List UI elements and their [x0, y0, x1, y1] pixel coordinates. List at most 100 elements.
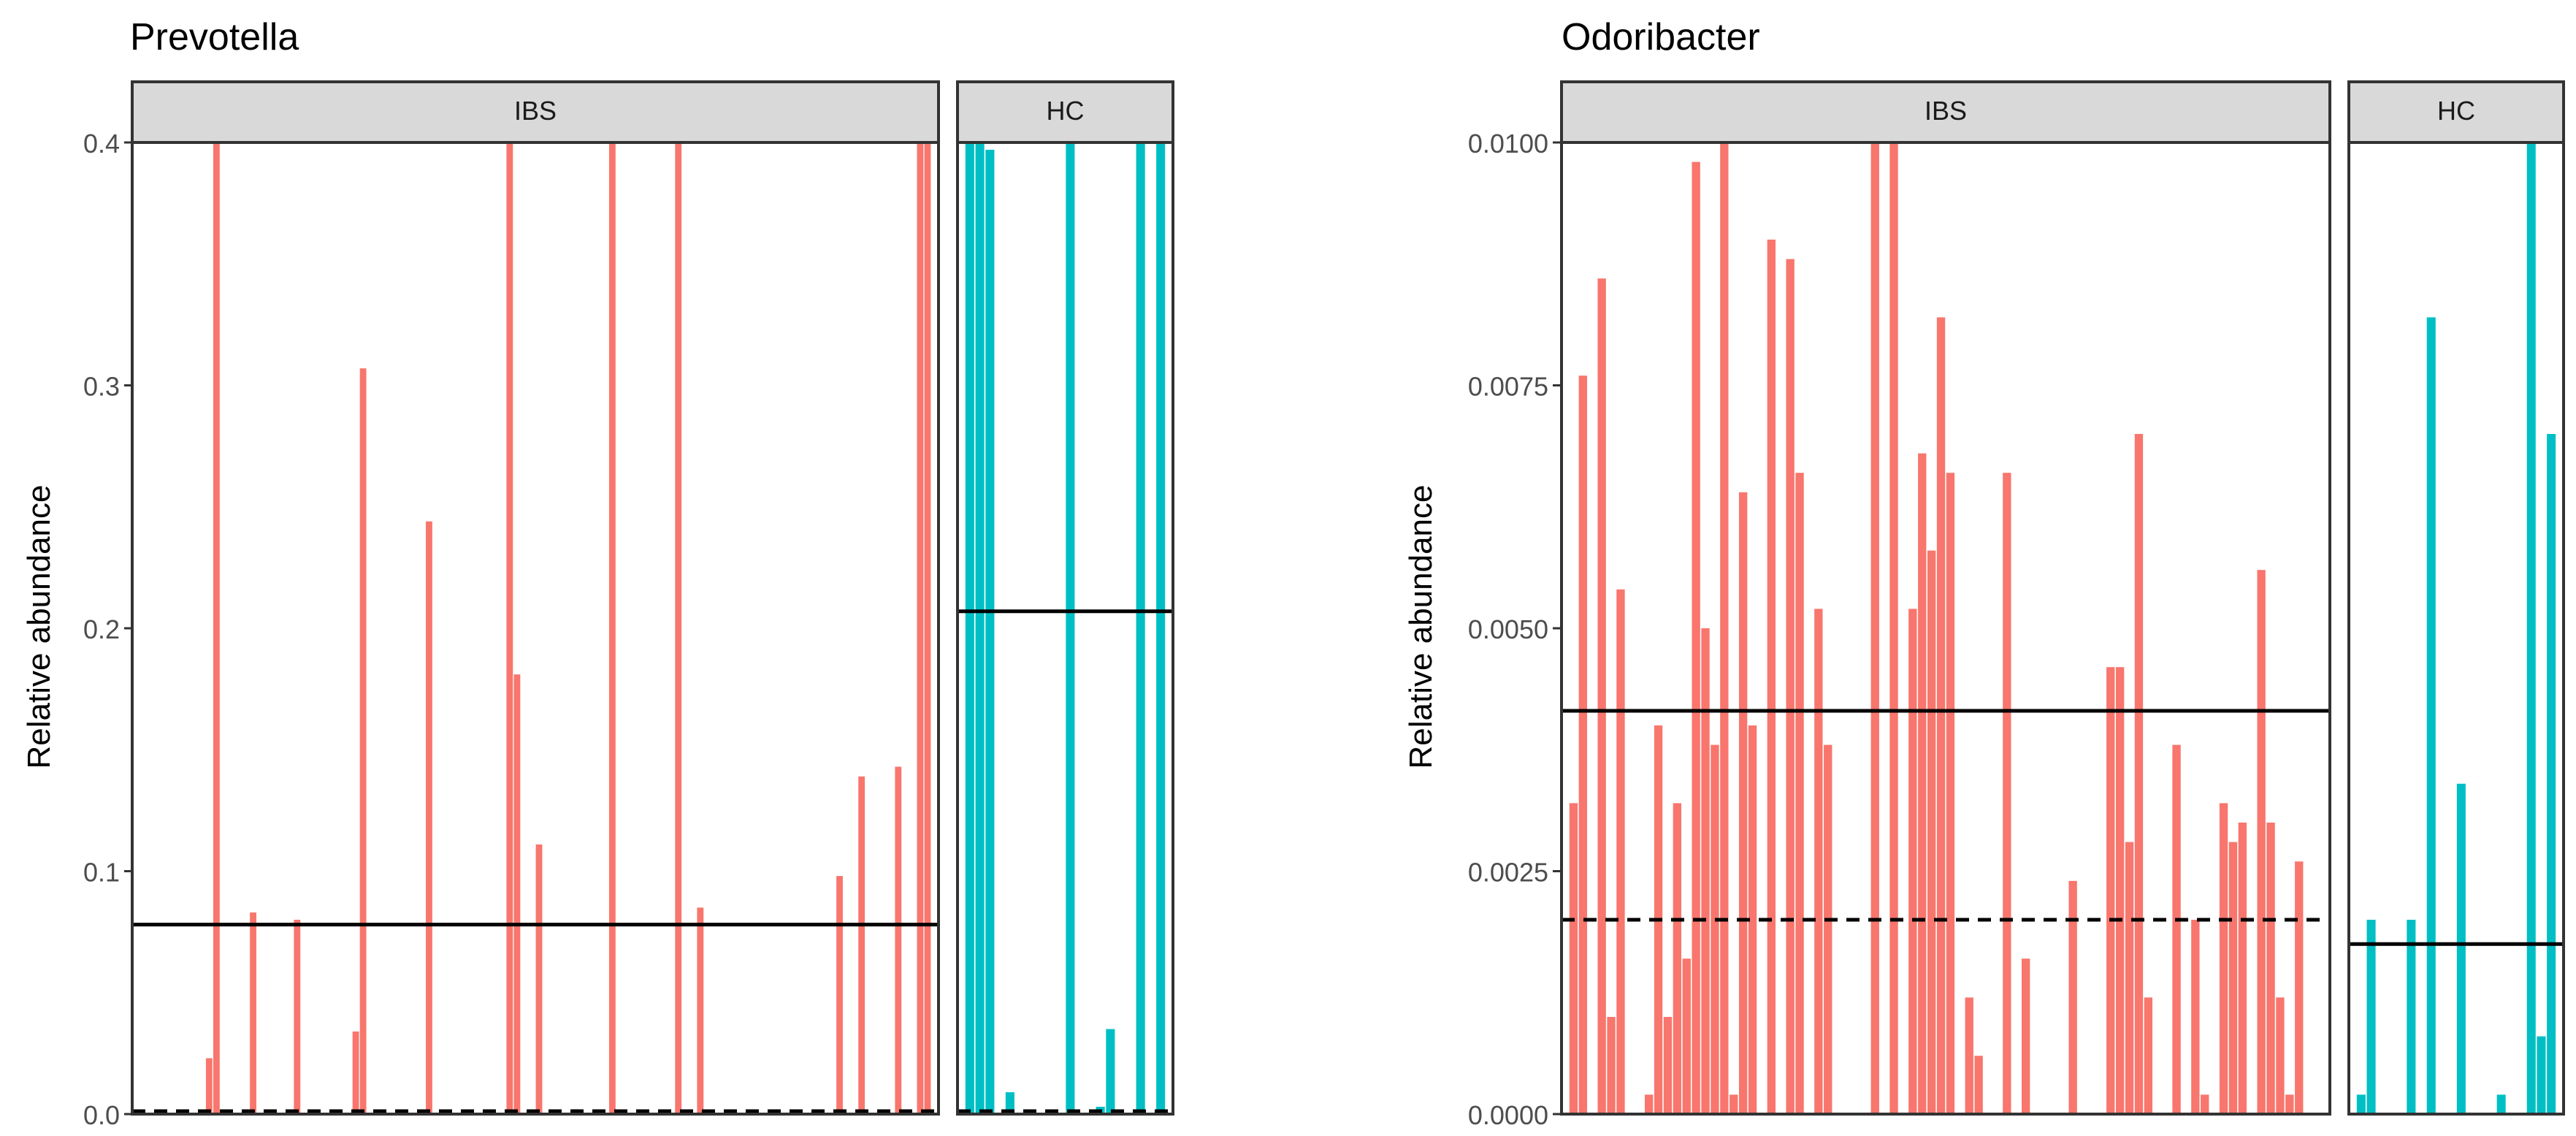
bar [675, 142, 682, 1114]
bar [858, 776, 865, 1114]
bar [1870, 142, 1879, 1114]
bar [985, 149, 995, 1115]
facet-panel-ibs: IBS [1560, 80, 2331, 1116]
bar [1965, 997, 1973, 1114]
panel-border [1560, 141, 2331, 1116]
y-tick-label: 0.0 [83, 1100, 120, 1130]
bar [1701, 628, 1710, 1114]
y-tick-label: 0.0025 [1468, 858, 1548, 888]
bar [1730, 1094, 1738, 1114]
bar [294, 920, 301, 1114]
bar [2144, 997, 2153, 1114]
y-axis-label: Relative abundance [21, 485, 57, 769]
bar [2238, 823, 2247, 1114]
bar-group [1569, 142, 2304, 1115]
y-ticks: 0.0000 0.0025 0.0050 0.0075 0.0100 [1468, 129, 1560, 1130]
bar [2426, 317, 2436, 1114]
bar [2201, 1094, 2209, 1114]
bar [2496, 1094, 2506, 1114]
bar [1663, 1017, 1673, 1114]
bar [506, 142, 513, 1114]
bar [1005, 1092, 1014, 1114]
reference-lines [1562, 709, 2330, 922]
bar [608, 142, 616, 1114]
y-tick-label: 0.0050 [1468, 614, 1548, 644]
bar [1607, 1017, 1616, 1114]
bar [2021, 958, 2030, 1114]
bar [1066, 142, 1075, 1114]
bar [213, 142, 220, 1114]
bar [205, 1058, 213, 1114]
bar [1720, 142, 1729, 1114]
facet-strip [2347, 80, 2565, 144]
y-tick-label: 0.0000 [1468, 1100, 1548, 1130]
bar [2266, 823, 2275, 1114]
bar [2276, 997, 2285, 1114]
bar [2407, 920, 2416, 1114]
bar [1597, 278, 1606, 1115]
bar [836, 876, 843, 1114]
y-axis-label: Relative abundance [1403, 485, 1439, 769]
facet-panel-hc: HC [2347, 80, 2565, 1116]
bar [1767, 240, 1776, 1114]
bar [2228, 842, 2238, 1114]
bar-group [205, 142, 931, 1115]
bar [917, 142, 924, 1114]
y-tick-label: 0.1 [83, 858, 120, 888]
panel-border [131, 141, 940, 1116]
bar [2003, 473, 2011, 1114]
y-tick-label: 0.4 [83, 129, 120, 159]
bar [1569, 803, 1578, 1114]
bar [1156, 142, 1166, 1114]
bar [1748, 725, 1757, 1114]
bar [1692, 161, 1700, 1115]
bar [2547, 434, 2556, 1114]
facet-strip-label: HC [2437, 96, 2475, 126]
bar [2285, 1094, 2294, 1114]
bar [1644, 1094, 1654, 1114]
bar [535, 844, 543, 1114]
bar [1106, 1029, 1115, 1114]
bar [895, 766, 902, 1114]
y-tick-label: 0.3 [83, 372, 120, 402]
facet-strip [1560, 80, 2331, 144]
bar [1946, 473, 1955, 1114]
bar [975, 142, 985, 1114]
odoribacter-chart: Odoribacter Relative abundance 0.00000.0… [1403, 16, 2565, 1130]
bar [426, 521, 432, 1114]
bar [1616, 589, 1625, 1114]
bar [250, 912, 256, 1114]
facet-strip-label: HC [1047, 96, 1085, 126]
y-tick-label: 0.0100 [1468, 129, 1548, 159]
bar [1974, 1056, 1983, 1114]
bar [1814, 609, 1823, 1114]
facet-panel-hc: HC [956, 80, 1174, 1116]
chart-title: Odoribacter [1562, 16, 1760, 58]
bar [965, 142, 974, 1114]
bar [1824, 744, 1832, 1114]
y-tick-label: 0.0075 [1468, 372, 1548, 402]
bar [2068, 880, 2077, 1114]
facet-panel-ibs: IBS [131, 80, 940, 1116]
bar [1786, 259, 1795, 1115]
bar [2134, 434, 2144, 1114]
reference-lines [132, 923, 939, 1113]
bar [1711, 744, 1719, 1114]
facet-strip-label: IBS [1925, 96, 1967, 126]
bar [1682, 958, 1691, 1114]
panel-border [2347, 141, 2565, 1116]
bar [2356, 1094, 2366, 1114]
bar [513, 674, 521, 1114]
bar [2115, 667, 2125, 1114]
bar [924, 142, 931, 1114]
bar [1889, 142, 1898, 1114]
bar [2172, 744, 2181, 1114]
bar [1927, 550, 1936, 1114]
bar [1578, 376, 1588, 1114]
panel-border [956, 141, 1174, 1116]
bar [359, 368, 367, 1115]
bar-group [965, 142, 1166, 1115]
bar [1918, 453, 1927, 1114]
bar [2257, 570, 2266, 1114]
